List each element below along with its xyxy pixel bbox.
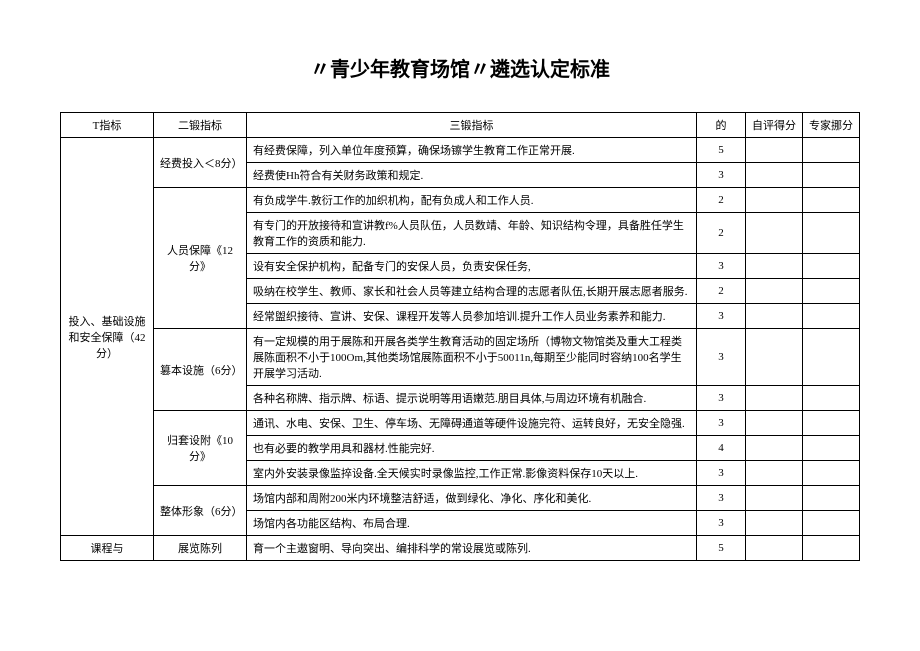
l3-cell: 各种名称牌、指示牌、标语、提示说明等用语嫩范.朋目具体,与周边环境有机融合. xyxy=(247,386,697,411)
table-row: 篡本设施（6分） 有一定规模的用于展陈和开展各类学生教育活动的固定场所（博物文物… xyxy=(61,329,860,386)
expert-cell xyxy=(803,163,860,188)
expert-cell xyxy=(803,188,860,213)
l3-cell: 场馆内各功能区结构、布局合理. xyxy=(247,511,697,536)
score-cell: 2 xyxy=(697,188,746,213)
l2-cell: 归套设附《10分》 xyxy=(154,411,247,486)
l2-cell: 整体形象（6分） xyxy=(154,486,247,536)
self-cell xyxy=(746,188,803,213)
score-cell: 3 xyxy=(697,163,746,188)
header-l3: 三锻指标 xyxy=(247,113,697,138)
expert-cell xyxy=(803,213,860,254)
expert-cell xyxy=(803,304,860,329)
self-cell xyxy=(746,304,803,329)
l1-cell: 投入、基础设施和安全保障（42分） xyxy=(61,138,154,536)
score-cell: 2 xyxy=(697,279,746,304)
self-cell xyxy=(746,461,803,486)
score-cell: 3 xyxy=(697,486,746,511)
self-cell xyxy=(746,411,803,436)
l2-cell: 经费投入＜8分） xyxy=(154,138,247,188)
l2-cell: 展览陈列 xyxy=(154,536,247,561)
self-cell xyxy=(746,436,803,461)
self-cell xyxy=(746,138,803,163)
l3-cell: 场馆内部和周附200米内环境整洁舒适，做到绿化、净化、序化和美化. xyxy=(247,486,697,511)
self-cell xyxy=(746,486,803,511)
l3-cell: 有经费保障，列入单位年度预算，确保场镲学生教育工作正常开展. xyxy=(247,138,697,163)
expert-cell xyxy=(803,254,860,279)
score-cell: 3 xyxy=(697,254,746,279)
score-cell: 4 xyxy=(697,436,746,461)
table-row: 课程与 展览陈列 育一个主遨窗明、导向突出、编排科学的常设展览或陈列. 5 xyxy=(61,536,860,561)
header-l1: T指标 xyxy=(61,113,154,138)
header-score: 的 xyxy=(697,113,746,138)
l3-cell: 经常盥织接待、宣讲、安保、课程开发等人员参加培训.提升工作人员业务素养和能力. xyxy=(247,304,697,329)
l2-cell: 篡本设施（6分） xyxy=(154,329,247,411)
header-l2: 二锻指标 xyxy=(154,113,247,138)
score-cell: 3 xyxy=(697,304,746,329)
l3-cell: 室内外安装录像监捽设备.全天候实时录像监控,工作正常.影像资料保存10天以上. xyxy=(247,461,697,486)
expert-cell xyxy=(803,536,860,561)
table-row: 整体形象（6分） 场馆内部和周附200米内环境整洁舒适，做到绿化、净化、序化和美… xyxy=(61,486,860,511)
score-cell: 3 xyxy=(697,386,746,411)
score-cell: 3 xyxy=(697,411,746,436)
page-title: 〃青少年教育场馆〃遴选认定标准 xyxy=(60,53,860,82)
l2-cell: 人员保障《12分》 xyxy=(154,188,247,329)
l3-cell: 有负成学牛.敦衍工作的加织机构，配有负成人和工作人员. xyxy=(247,188,697,213)
self-cell xyxy=(746,511,803,536)
expert-cell xyxy=(803,461,860,486)
score-cell: 2 xyxy=(697,213,746,254)
l1-cell: 课程与 xyxy=(61,536,154,561)
self-cell xyxy=(746,254,803,279)
table-row: 归套设附《10分》 通讯、水电、安保、卫生、停车场、无障碍通道等硬件设施完符、运… xyxy=(61,411,860,436)
self-cell xyxy=(746,536,803,561)
table-row: 人员保障《12分》 有负成学牛.敦衍工作的加织机构，配有负成人和工作人员. 2 xyxy=(61,188,860,213)
l3-cell: 经费使Hh符合有关财务政策和规定. xyxy=(247,163,697,188)
header-expert: 专家挪分 xyxy=(803,113,860,138)
expert-cell xyxy=(803,511,860,536)
header-self: 自评得分 xyxy=(746,113,803,138)
l3-cell: 通讯、水电、安保、卫生、停车场、无障碍通道等硬件设施完符、运转良好，无安全隐强. xyxy=(247,411,697,436)
expert-cell xyxy=(803,329,860,386)
self-cell xyxy=(746,279,803,304)
header-row: T指标 二锻指标 三锻指标 的 自评得分 专家挪分 xyxy=(61,113,860,138)
l3-cell: 有专门的开放接待和宣讲教f%人员队伍，人员数靖、年龄、知识结构令理，具备胜任学生… xyxy=(247,213,697,254)
score-cell: 3 xyxy=(697,461,746,486)
expert-cell xyxy=(803,436,860,461)
score-cell: 3 xyxy=(697,329,746,386)
l3-cell: 也有必要的教学用具和器材.性能完好. xyxy=(247,436,697,461)
l3-cell: 有一定规模的用于展陈和开展各类学生教育活动的固定场所（博物文物馆类及重大工程类展… xyxy=(247,329,697,386)
expert-cell xyxy=(803,386,860,411)
expert-cell xyxy=(803,279,860,304)
standards-table: T指标 二锻指标 三锻指标 的 自评得分 专家挪分 投入、基础设施和安全保障（4… xyxy=(60,112,860,561)
expert-cell xyxy=(803,138,860,163)
table-row: 投入、基础设施和安全保障（42分） 经费投入＜8分） 有经费保障，列入单位年度预… xyxy=(61,138,860,163)
expert-cell xyxy=(803,411,860,436)
l3-cell: 育一个主遨窗明、导向突出、编排科学的常设展览或陈列. xyxy=(247,536,697,561)
score-cell: 3 xyxy=(697,511,746,536)
self-cell xyxy=(746,329,803,386)
self-cell xyxy=(746,213,803,254)
self-cell xyxy=(746,386,803,411)
l3-cell: 吸纳在校学生、教师、家长和社会人员等建立结构合理的志愿者队伍,长期开展志愿者服务… xyxy=(247,279,697,304)
score-cell: 5 xyxy=(697,138,746,163)
self-cell xyxy=(746,163,803,188)
l3-cell: 设有安全保护机构，配备专门的安保人员，负责安保任务, xyxy=(247,254,697,279)
expert-cell xyxy=(803,486,860,511)
score-cell: 5 xyxy=(697,536,746,561)
